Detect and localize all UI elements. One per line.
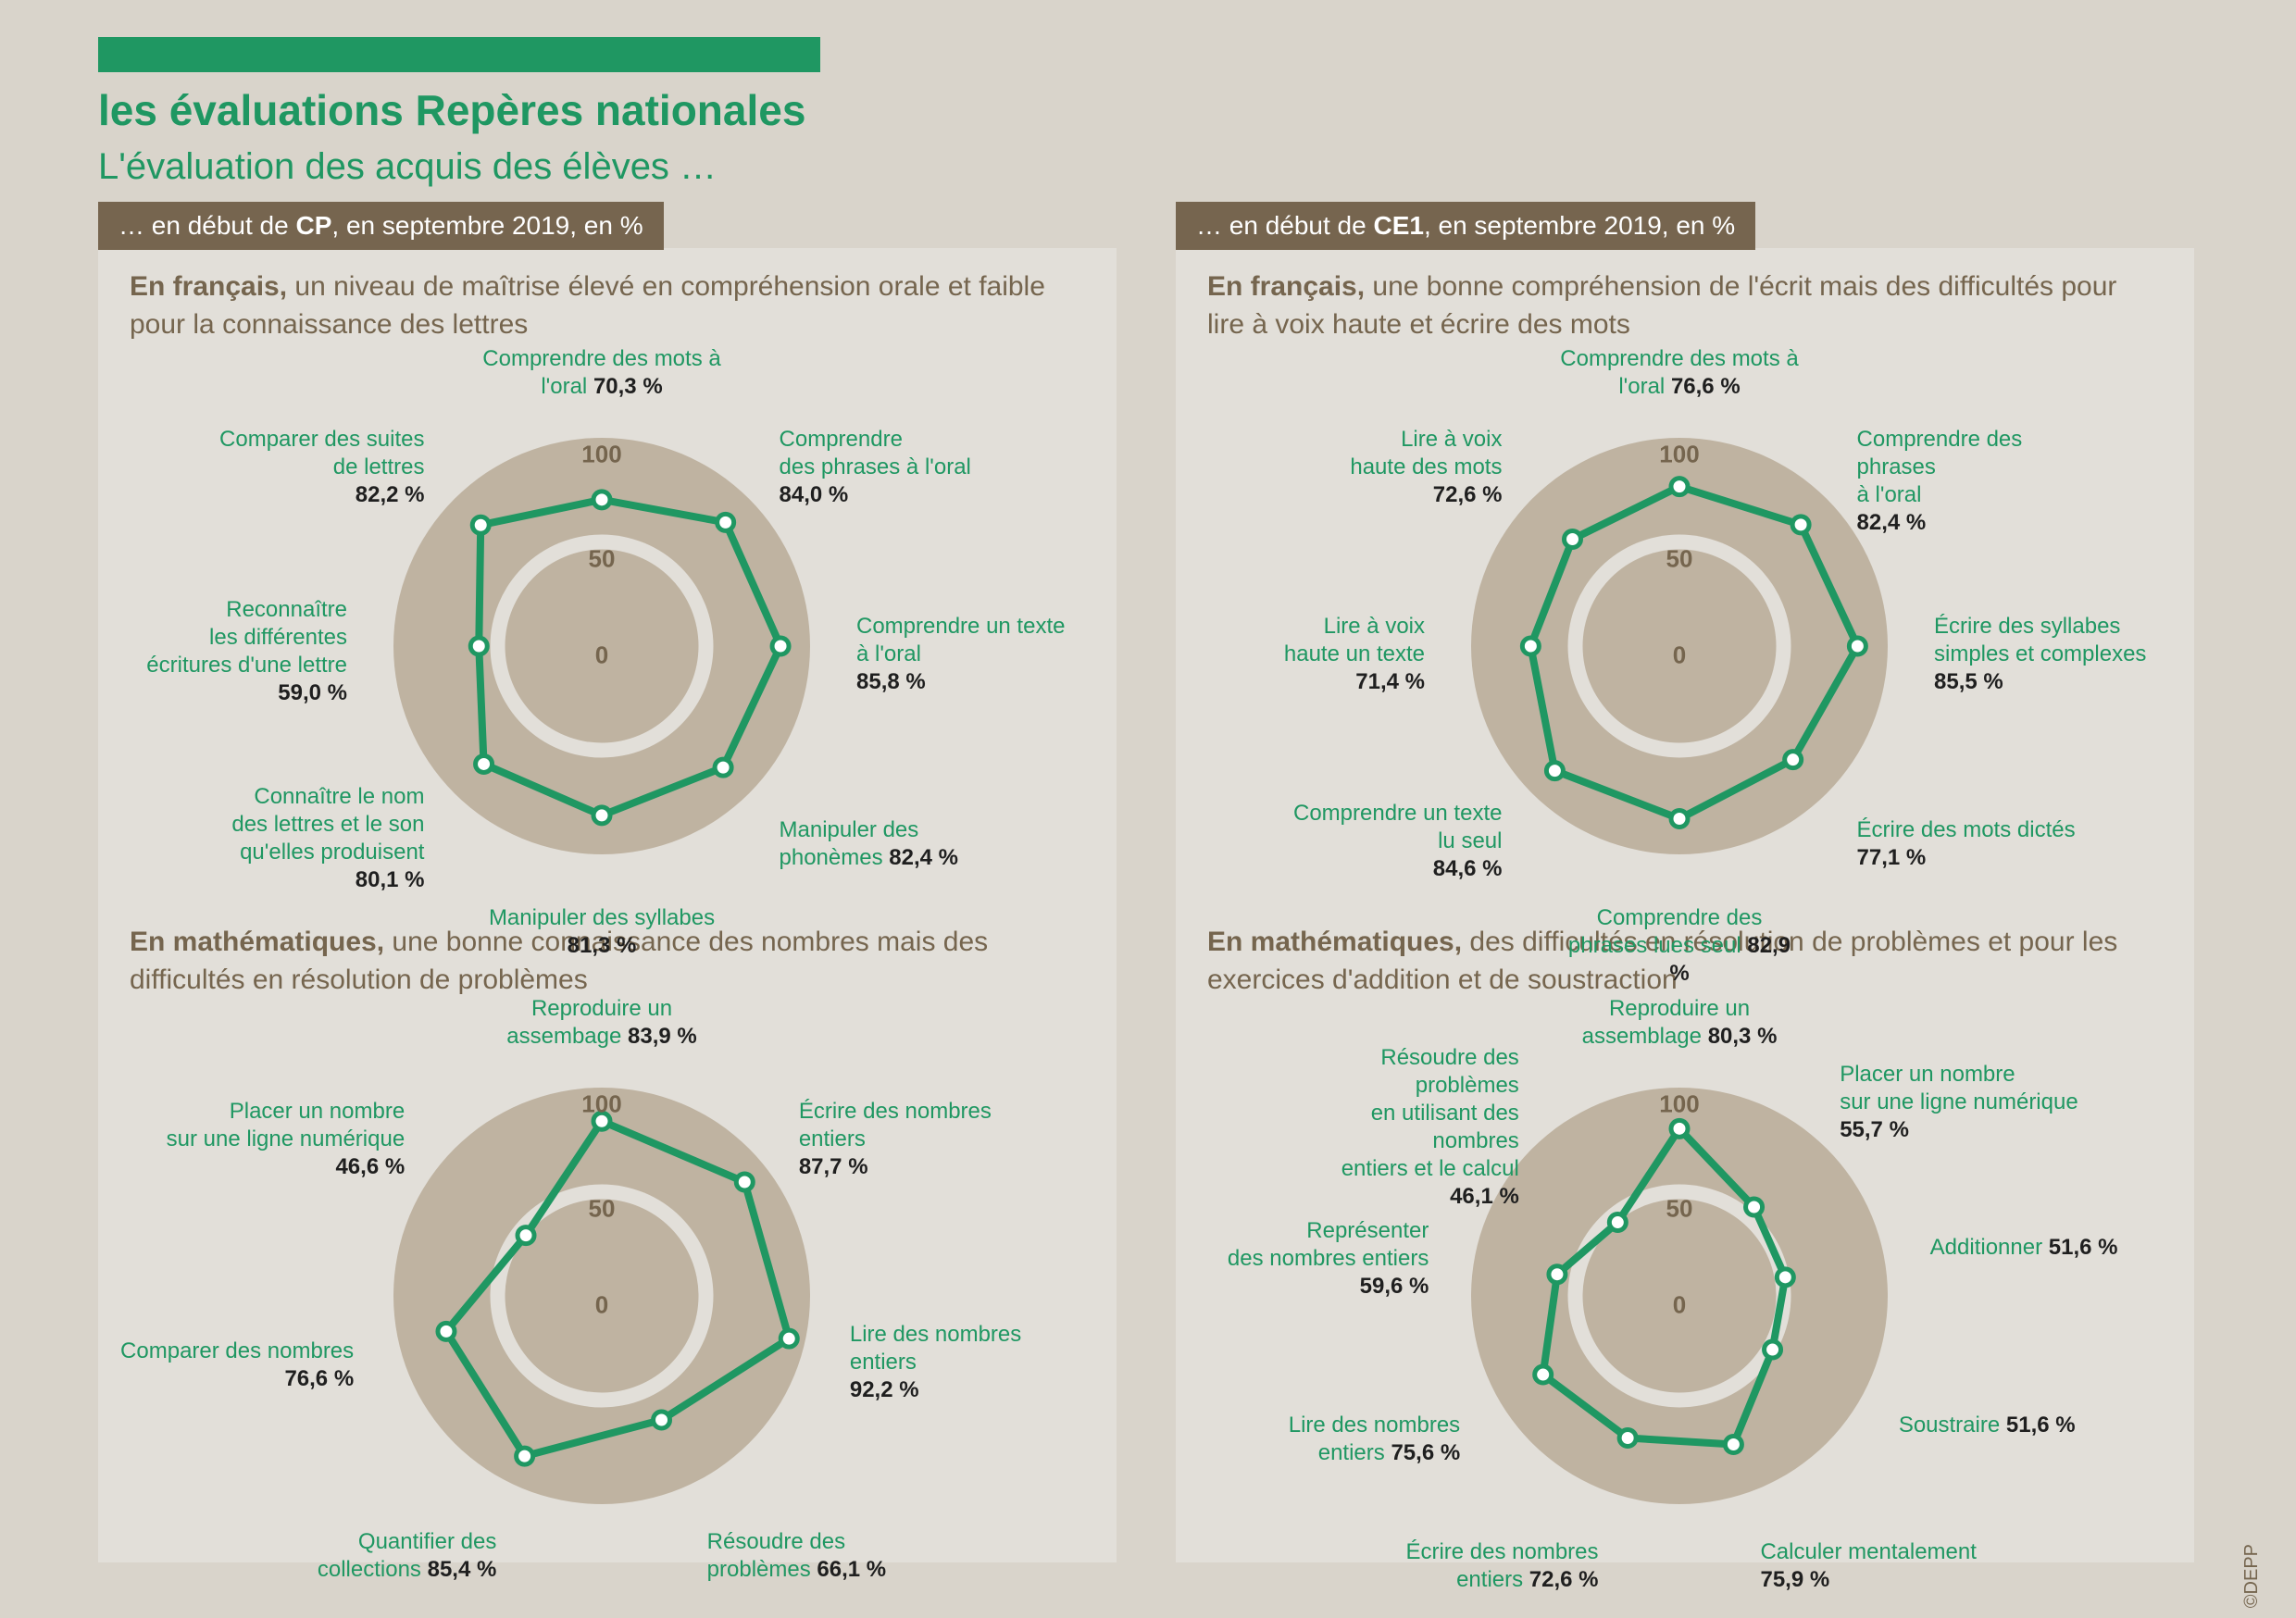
page-title: les évaluations Repères nationales [98, 85, 805, 135]
axis-label: Reconnaîtreles différentesécritures d'un… [106, 596, 347, 707]
axis-label: Soustraire 51,6 % [1899, 1412, 2140, 1439]
axis-label: Comprendre des phrases lues seul 82,9 % [1559, 904, 1800, 988]
ring-label: 100 [574, 1090, 630, 1119]
axis-label: Représenterdes nombres entiers59,6 % [1188, 1217, 1429, 1301]
axis-label: Lire des nombresentiers92,2 % [850, 1321, 1091, 1404]
axis-label: Comprendre un textelu seul84,6 % [1261, 800, 1502, 883]
ring-label: 0 [574, 641, 630, 670]
ring-label: 0 [574, 1291, 630, 1320]
axis-label: Placer un nombresur une ligne numérique5… [1840, 1061, 2080, 1144]
ring-label: 50 [1652, 544, 1707, 573]
ring-label: 0 [1652, 1291, 1707, 1320]
axis-label: Comprendredes phrases à l'oral84,0 % [780, 426, 1020, 509]
ribbon-ce1: … en début de CE1, en septembre 2019, en… [1176, 202, 1755, 250]
radar-ce1-francais: 050100Comprendre des mots à l'oral 76,6 … [1207, 350, 2152, 915]
axis-label: Écrire des nombresentiers87,7 % [799, 1098, 1040, 1181]
axis-label: Écrire des mots dictés 77,1 % [1857, 816, 2098, 872]
ring-label: 100 [1652, 1090, 1707, 1119]
ring-label: 50 [574, 544, 630, 573]
axis-label: Résoudre des problèmes 66,1 % [707, 1528, 948, 1584]
ring-label: 50 [574, 1194, 630, 1223]
credit-label: ©DEPP [2241, 1544, 2263, 1608]
page-subtitle: L'évaluation des acquis des élèves … [98, 146, 717, 188]
intro-ce1-fr: En français, une bonne compréhension de … [1207, 268, 2152, 343]
radar-ce1-math: 050100Reproduire un assemblage 80,3 %Pla… [1207, 1000, 2152, 1564]
ring-label: 50 [1652, 1194, 1707, 1223]
axis-label: Additionner 51,6 % [1930, 1234, 2171, 1262]
axis-label: Lire à voixhaute des mots72,6 % [1261, 426, 1502, 509]
radar-svg [130, 1000, 1074, 1564]
ring-label: 100 [1652, 441, 1707, 469]
axis-label: Manipuler des syllabes 81,3 % [481, 904, 722, 960]
axis-label: Calculer mentalement 75,9 % [1760, 1538, 2001, 1594]
axis-label: Écrire des nombres entiers 72,6 % [1358, 1538, 1599, 1594]
axis-label: Lire des nombres entiers 75,6 % [1219, 1412, 1460, 1467]
axis-label: Reproduire un assemblage 80,3 % [1559, 995, 1800, 1051]
radar-cp-francais: 050100Comprendre des mots à l'oral 70,3 … [130, 350, 1074, 915]
axis-label: Quantifier des collections 85,4 % [256, 1528, 496, 1584]
header-green-bar [98, 37, 820, 72]
axis-label: Reproduire un assembage 83,9 % [481, 995, 722, 1051]
axis-label: Connaître le nomdes lettres et le sonqu'… [183, 783, 424, 894]
intro-cp-fr: En français, un niveau de maîtrise élevé… [130, 268, 1074, 343]
ring-label: 100 [574, 441, 630, 469]
axis-label: Comprendre des mots à l'oral 76,6 % [1559, 345, 1800, 401]
axis-label: Comparer des suitesde lettres82,2 % [183, 426, 424, 509]
axis-label: Manipuler des phonèmes 82,4 % [780, 816, 1020, 872]
axis-label: Écrire des syllabessimples et complexes8… [1934, 613, 2175, 696]
axis-label: Lire à voixhaute un texte71,4 % [1184, 613, 1425, 696]
axis-label: Comparer des nombres 76,6 % [113, 1338, 354, 1393]
ribbon-cp: … en début de CP, en septembre 2019, en … [98, 202, 664, 250]
axis-label: Résoudre des problèmesen utilisant des n… [1279, 1044, 1519, 1211]
axis-label: Comprendre des phrasesà l'oral82,4 % [1857, 426, 2098, 537]
axis-label: Placer un nombresur une ligne numérique4… [164, 1098, 405, 1181]
axis-label: Comprendre un texteà l'oral85,8 % [856, 613, 1097, 696]
ring-label: 0 [1652, 641, 1707, 670]
radar-cp-math: 050100Reproduire un assembage 83,9 %Écri… [130, 1000, 1074, 1564]
axis-label: Comprendre des mots à l'oral 70,3 % [481, 345, 722, 401]
